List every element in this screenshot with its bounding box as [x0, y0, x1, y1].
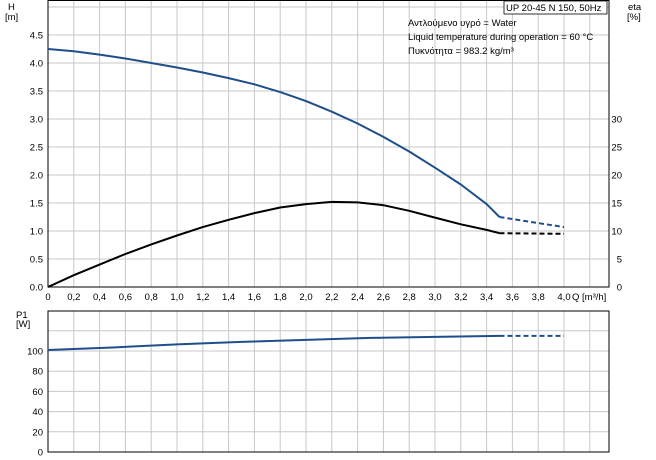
- x-tick-label: 3,6: [506, 292, 519, 303]
- efficiency-curve: [47, 200, 500, 288]
- series-layer: [47, 48, 565, 351]
- info-box: UP 20-45 N 150, 50Hz Αντλούμενο υγρό = W…: [408, 0, 608, 57]
- top-panel-frame: [47, 0, 610, 288]
- y2-axis-label-eta: eta: [628, 2, 642, 13]
- x-tick-label: 2,2: [325, 292, 338, 303]
- head-curve-extension: [499, 216, 565, 229]
- x-tick-label: 0,8: [145, 292, 158, 303]
- y-tick-label: 0.5: [30, 255, 43, 266]
- x-axis-label: Q [m³/h]: [572, 292, 606, 303]
- head-curve: [47, 48, 501, 218]
- x-tick-label: 3,4: [480, 292, 493, 303]
- y-tick-label-power: 60: [32, 387, 43, 398]
- top-panel-grid: [48, 0, 609, 287]
- y-tick-label-power: 40: [32, 407, 43, 418]
- y-tick-label: 2.0: [30, 171, 43, 182]
- bottom-panel-grid: [48, 311, 609, 452]
- y2-tick-label: 5: [617, 255, 622, 266]
- y2-tick-label: 10: [611, 227, 622, 238]
- y-axis-unit-p1: [W]: [16, 319, 30, 330]
- y2-tick-label: 15: [611, 199, 622, 210]
- y2-tick-label: 30: [611, 115, 622, 126]
- y2-tick-label: 25: [611, 143, 622, 154]
- y-tick-label: 0.0: [30, 283, 43, 294]
- y2-tick-label: 0: [617, 283, 622, 294]
- y-tick-label-power: 0: [38, 448, 43, 459]
- x-tick-label: 1,4: [222, 292, 235, 303]
- x-tick-label: 4,0: [557, 292, 570, 303]
- annotation-fluid: Αντλούμενο υγρό = Water: [408, 18, 517, 29]
- x-tick-label: 3,0: [428, 292, 441, 303]
- axis-labels: H[m] 0.0 0.5 1.0 1.5 2.0 2.5 3.0 3.5 4.0 4.5 eta[%]…: [5, 2, 642, 459]
- y-tick-label-power: 80: [32, 367, 43, 378]
- bottom-panel-frame: [47, 310, 610, 453]
- x-tick-label: 0: [45, 292, 50, 303]
- y-tick-label-power: 100: [27, 347, 43, 358]
- y-tick-label: 2.5: [30, 143, 43, 154]
- x-tick-label: 2,8: [403, 292, 416, 303]
- y-tick-label: 4.5: [30, 31, 43, 42]
- y-tick-label: 3.0: [30, 115, 43, 126]
- x-tick-label: 1,2: [196, 292, 209, 303]
- y-tick-label: 1.0: [30, 227, 43, 238]
- y-tick-label-power: 20: [32, 427, 43, 438]
- y-axis-label-h: H: [8, 2, 15, 13]
- power-curve: [47, 334, 500, 351]
- annotation-temperature: Liquid temperature during operation = 60…: [408, 32, 593, 43]
- x-tick-label: 2,4: [351, 292, 364, 303]
- y2-axis-unit-eta: [%]: [627, 12, 641, 23]
- x-tick-label: 1,6: [248, 292, 261, 303]
- y-tick-label: 4.0: [30, 59, 43, 70]
- x-tick-label: 2,6: [377, 292, 390, 303]
- y-tick-label: 1.5: [30, 199, 43, 210]
- x-tick-label: 2,0: [299, 292, 312, 303]
- y-axis-unit-h: [m]: [5, 12, 18, 23]
- y-tick-label: 3.5: [30, 87, 43, 98]
- x-tick-label: 1,0: [170, 292, 183, 303]
- x-tick-label: 0,2: [67, 292, 80, 303]
- efficiency-curve-extension: [499, 232, 565, 235]
- y-axis-label-p1: P1: [16, 310, 28, 321]
- x-tick-label: 0,4: [93, 292, 106, 303]
- x-tick-label: 1,8: [274, 292, 287, 303]
- chart-title-box: [503, 0, 608, 15]
- y2-tick-label: 20: [611, 171, 622, 182]
- x-tick-label: 0,6: [119, 292, 132, 303]
- annotation-density: Πυκνότητα = 983.2 kg/m³: [408, 46, 514, 57]
- chart-title: UP 20-45 N 150, 50Hz: [506, 3, 602, 14]
- x-tick-label: 3,8: [532, 292, 545, 303]
- x-tick-label: 3,2: [454, 292, 467, 303]
